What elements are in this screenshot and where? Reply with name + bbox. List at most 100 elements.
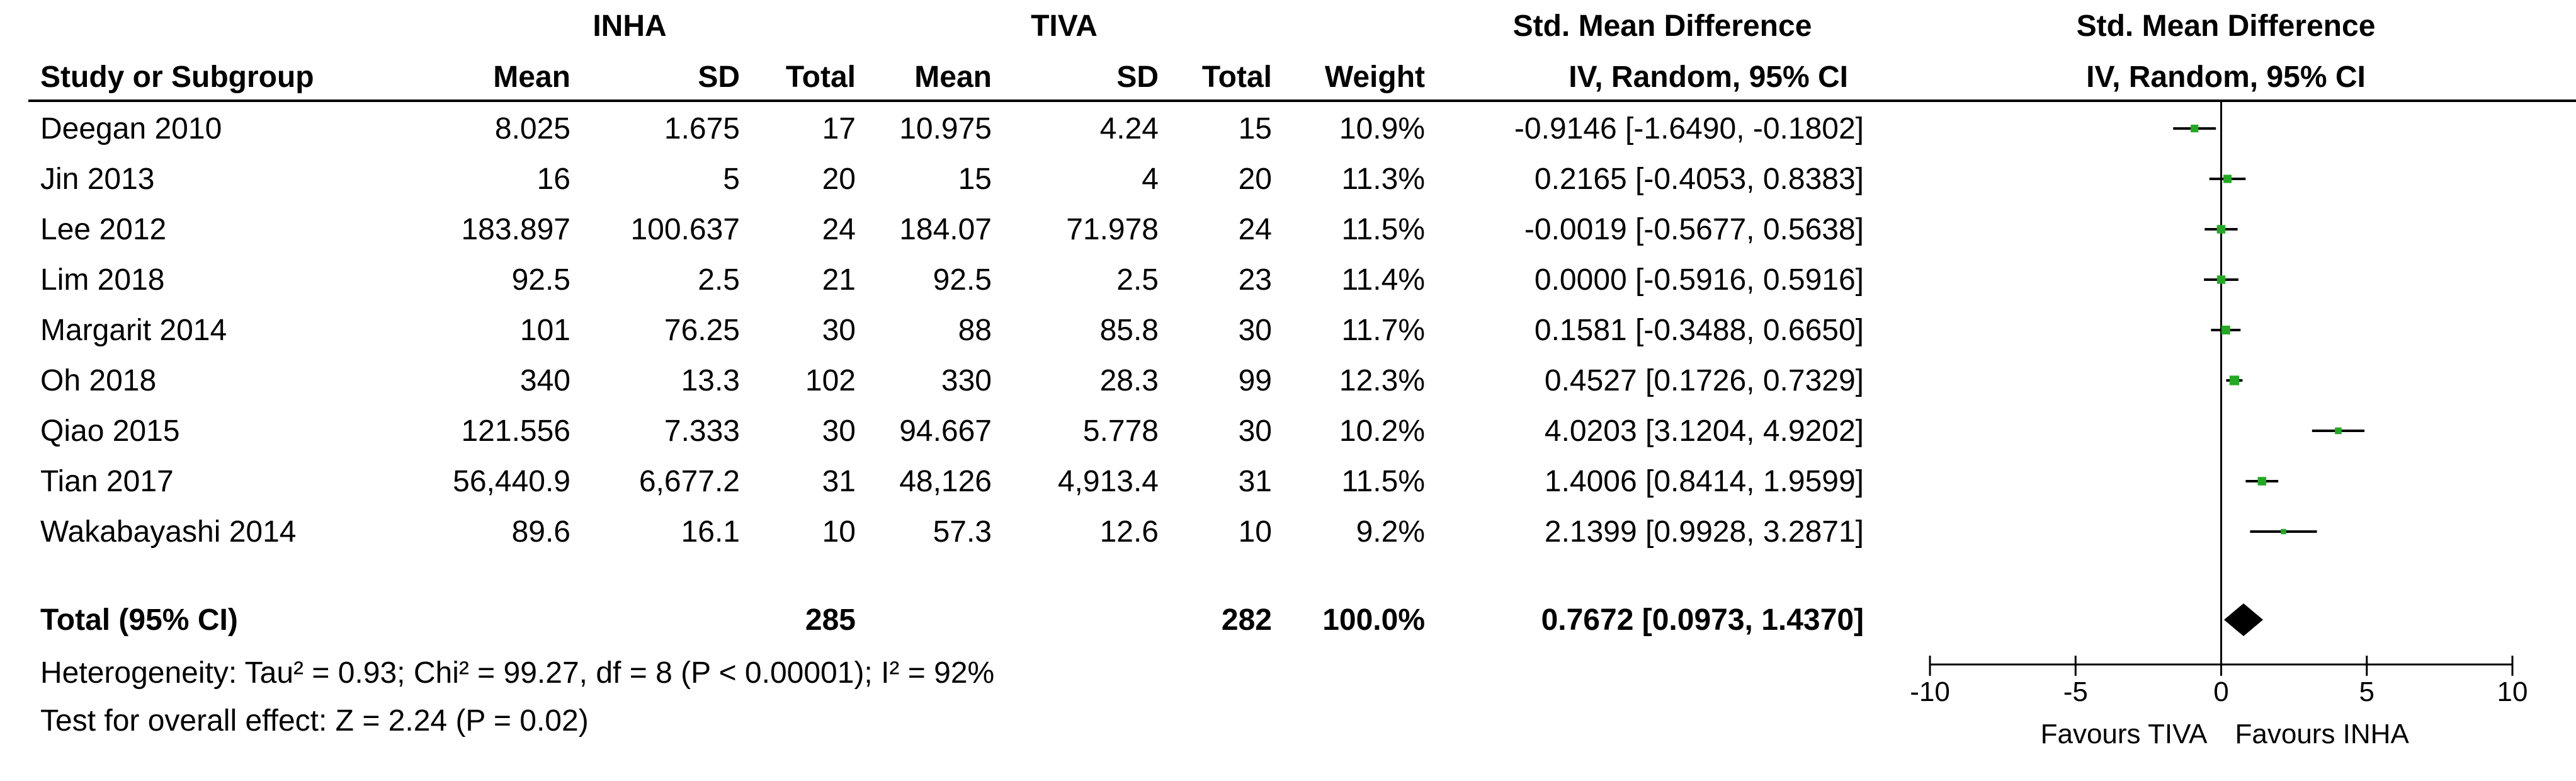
- total-ctrl-cell: 23: [1239, 263, 1272, 297]
- total-exp: 285: [805, 603, 856, 637]
- mean-ctrl-cell: 92.5: [933, 263, 992, 297]
- col-header-study: Study or Subgroup: [40, 60, 314, 94]
- sd-exp-cell: 13.3: [681, 364, 740, 397]
- total-exp-cell: 10: [822, 515, 856, 549]
- total-ctrl: 282: [1222, 603, 1272, 637]
- x-tick-label: 0: [2213, 676, 2228, 707]
- mean-exp-cell: 340: [520, 364, 570, 397]
- sd-exp-cell: 2.5: [698, 263, 740, 297]
- sd-ctrl-cell: 85.8: [1100, 314, 1159, 347]
- study-square: [2191, 124, 2199, 133]
- study-square: [2216, 225, 2226, 234]
- total-label: Total (95% CI): [40, 603, 238, 637]
- total-ctrl-cell: 20: [1239, 162, 1272, 196]
- col-header-mean-ctrl: Mean: [914, 60, 992, 94]
- study-square: [2229, 375, 2240, 385]
- mean-ctrl-cell: 48,126: [899, 465, 992, 498]
- smd-ci-cell: 0.2165 [-0.4053, 0.8383]: [1535, 162, 1864, 196]
- total-ctrl-cell: 10: [1239, 515, 1272, 549]
- total-exp-cell: 102: [805, 364, 856, 397]
- effect-header-title: Std. Mean Difference: [1513, 9, 1812, 43]
- total-ctrl-cell: 15: [1239, 112, 1272, 145]
- sd-exp-cell: 1.675: [664, 112, 740, 145]
- col-header-total-exp: Total: [786, 60, 856, 94]
- mean-ctrl-cell: 330: [941, 364, 992, 397]
- x-tick-label: -10: [1910, 676, 1950, 707]
- study-name-cell: Qiao 2015: [40, 414, 180, 448]
- weight-cell: 11.5%: [1341, 213, 1425, 246]
- total-exp-cell: 17: [822, 112, 856, 145]
- study-name-cell: Wakabayashi 2014: [40, 515, 296, 549]
- table-row: Lee 2012 183.897 100.637 24 184.07 71.978 24 11…: [40, 213, 1864, 246]
- mean-ctrl-cell: 88: [958, 314, 992, 347]
- study-square: [2223, 174, 2232, 183]
- weight-cell: 11.3%: [1341, 162, 1425, 196]
- x-tick-label: 5: [2359, 676, 2375, 707]
- total-exp-cell: 30: [822, 414, 856, 448]
- study-square: [2281, 528, 2286, 535]
- sd-ctrl-cell: 71.978: [1066, 213, 1159, 246]
- study-name-cell: Lee 2012: [40, 213, 166, 246]
- x-axis-ticks: -10 -5 0 5 10: [1910, 656, 2528, 707]
- mean-ctrl-cell: 57.3: [933, 515, 992, 549]
- weight-cell: 11.4%: [1341, 263, 1425, 297]
- study-square: [2335, 427, 2342, 435]
- table-row: Lim 2018 92.5 2.5 21 92.5 2.5 23 11.4% 0.0000 [-…: [40, 263, 1864, 297]
- sd-ctrl-cell: 4: [1142, 162, 1159, 196]
- table-row: Deegan 2010 8.025 1.675 17 10.975 4.24 15 10.9%…: [40, 112, 1864, 145]
- x-tick-label: -5: [2063, 676, 2088, 707]
- mean-exp-cell: 8.025: [495, 112, 570, 145]
- group-header-inha: INHA: [593, 9, 666, 43]
- pooled-diamond: [2224, 603, 2263, 636]
- total-exp-cell: 21: [822, 263, 856, 297]
- total-ctrl-cell: 30: [1239, 314, 1272, 347]
- study-rows: Deegan 2010 8.025 1.675 17 10.975 4.24 15 10.9%…: [40, 112, 1864, 549]
- smd-ci-cell: 0.0000 [-0.5916, 0.5916]: [1535, 263, 1864, 297]
- table-row: Wakabayashi 2014 89.6 16.1 10 57.3 12.6 10 9.2%…: [40, 515, 1864, 549]
- plot-header-method: IV, Random, 95% CI: [2086, 60, 2366, 94]
- study-name-cell: Tian 2017: [40, 465, 174, 498]
- favours-left-label: Favours TIVA: [2041, 719, 2208, 750]
- table-row: Tian 2017 56,440.9 6,677.2 31 48,126 4,913.4 3…: [40, 465, 1864, 498]
- mean-exp-cell: 92.5: [512, 263, 570, 297]
- mean-ctrl-cell: 10.975: [899, 112, 992, 145]
- heterogeneity-text: Heterogeneity: Tau² = 0.93; Chi² = 99.27…: [40, 656, 994, 690]
- weight-cell: 11.7%: [1341, 314, 1425, 347]
- weight-cell: 10.9%: [1339, 112, 1425, 145]
- plot-header-title: Std. Mean Difference: [2077, 9, 2376, 43]
- mean-ctrl-cell: 94.667: [899, 414, 992, 448]
- total-exp-cell: 30: [822, 314, 856, 347]
- smd-ci-cell: 4.0203 [3.1204, 4.9202]: [1545, 414, 1864, 448]
- col-header-total-ctrl: Total: [1202, 60, 1272, 94]
- weight-cell: 11.5%: [1341, 465, 1425, 498]
- mean-exp-cell: 183.897: [461, 213, 570, 246]
- total-exp-cell: 20: [822, 162, 856, 196]
- mean-ctrl-cell: 184.07: [899, 213, 992, 246]
- smd-ci-cell: 0.1581 [-0.3488, 0.6650]: [1535, 314, 1864, 347]
- table-row: Jin 2013 16 5 20 15 4 20 11.3% 0.2165 [-0.4053, …: [40, 162, 1864, 196]
- favours-right-label: Favours INHA: [2235, 719, 2410, 750]
- sd-ctrl-cell: 5.778: [1083, 414, 1159, 448]
- total-ctrl-cell: 99: [1239, 364, 1272, 397]
- x-tick-label: 10: [2497, 676, 2528, 707]
- study-name-cell: Margarit 2014: [40, 314, 227, 347]
- col-header-weight: Weight: [1325, 60, 1425, 94]
- total-ctrl-cell: 24: [1239, 213, 1272, 246]
- sd-ctrl-cell: 2.5: [1116, 263, 1159, 297]
- study-name-cell: Jin 2013: [40, 162, 154, 196]
- mean-exp-cell: 101: [520, 314, 570, 347]
- weight-cell: 9.2%: [1356, 515, 1425, 549]
- study-square: [2257, 477, 2267, 486]
- smd-ci-cell: 2.1399 [0.9928, 3.2871]: [1545, 515, 1864, 549]
- study-name-cell: Lim 2018: [40, 263, 164, 297]
- mean-exp-cell: 56,440.9: [453, 465, 570, 498]
- total-weight: 100.0%: [1322, 603, 1425, 637]
- total-ctrl-cell: 31: [1239, 465, 1272, 498]
- smd-ci-cell: -0.9146 [-1.6490, -0.1802]: [1514, 112, 1864, 145]
- study-name-cell: Oh 2018: [40, 364, 156, 397]
- overall-effect-text: Test for overall effect: Z = 2.24 (P = 0…: [40, 704, 589, 738]
- group-header-tiva: TIVA: [1031, 9, 1098, 43]
- sd-exp-cell: 100.637: [630, 213, 740, 246]
- study-square: [2216, 275, 2226, 284]
- study-square: [2221, 326, 2230, 334]
